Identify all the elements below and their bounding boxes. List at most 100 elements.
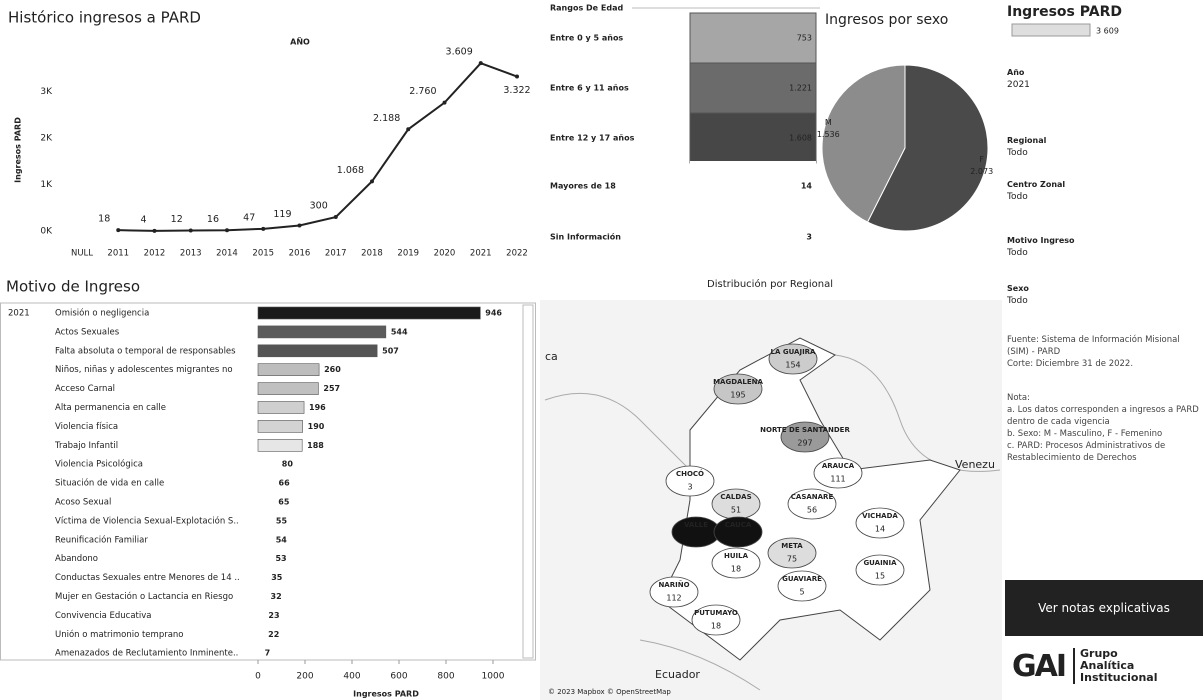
note: b. Sexo: M - Masculino, F - Femenino — [1007, 429, 1163, 439]
region — [855, 507, 905, 539]
data-label: 23 — [268, 611, 279, 620]
region-value: 15 — [875, 572, 885, 581]
region-name: MAGDALENA — [713, 378, 763, 386]
chart-title: Motivo de Ingreso — [6, 278, 140, 296]
filters: Año 2021 Regional Todo Centro Zonal Todo Motiv… — [1007, 68, 1199, 324]
data-label: 4 — [140, 214, 146, 225]
filter-label: Motivo Ingreso — [1007, 236, 1075, 245]
bar — [257, 306, 481, 320]
bar — [258, 571, 267, 584]
row-label: Reunificación Familiar — [55, 534, 148, 545]
region-name: LA GUAJIRA — [771, 348, 817, 356]
filter: Sexo Todo — [1007, 284, 1199, 324]
bar — [258, 609, 264, 622]
region-name: CASANARE — [791, 493, 834, 501]
x-tick-label: 2022 — [506, 249, 528, 259]
region-name: CALDAS — [720, 493, 751, 501]
region-name: META — [781, 542, 803, 550]
y-tick-label: 2K — [40, 134, 53, 144]
row-label: Violencia física — [55, 422, 118, 432]
slice-value: 1.536 — [817, 130, 840, 139]
point — [297, 223, 302, 228]
region — [713, 373, 763, 405]
region-value: 51 — [731, 506, 741, 515]
data-label: 2.760 — [409, 86, 436, 97]
logo-mark: GAI — [1012, 648, 1067, 684]
cell — [689, 12, 817, 64]
map-place: Ecuador — [655, 668, 700, 681]
row-label: Falta absoluta o temporal de responsable… — [55, 346, 236, 356]
table-header: Rangos De Edad — [550, 4, 623, 13]
x-tick-label: 2013 — [180, 249, 202, 259]
filter-label: Centro Zonal — [1007, 180, 1066, 189]
region — [713, 516, 763, 548]
region-value: 5 — [799, 588, 804, 597]
data-label: 16 — [207, 214, 219, 225]
x-tick-label: 2020 — [434, 249, 456, 259]
region-value: 3 — [687, 483, 692, 492]
row-label: Mayores de 18 — [550, 182, 616, 191]
data-label: 80 — [282, 460, 294, 469]
summary-title: Ingresos PARD — [1007, 4, 1122, 20]
region — [711, 547, 761, 579]
region-name: PUTUMAYO — [694, 609, 738, 617]
data-label: 54 — [276, 535, 288, 544]
map-title: Distribución por Regional — [707, 278, 833, 290]
frame — [0, 302, 536, 661]
region-name: GUAINIA — [863, 559, 897, 567]
data-label: 47 — [243, 212, 255, 223]
filter: Año 2021 — [1007, 68, 1199, 136]
region-value: 75 — [787, 555, 797, 564]
region-value: 14 — [875, 525, 885, 534]
summary-bar — [1011, 23, 1091, 37]
row-label: Acoso Sexual — [55, 498, 111, 508]
filter-value: Todo — [1007, 192, 1028, 202]
x-tick-label: 2016 — [289, 249, 311, 259]
data-label: 257 — [323, 384, 340, 393]
cell — [689, 112, 817, 164]
point — [442, 100, 447, 105]
filter-value: Todo — [1007, 148, 1028, 158]
bar — [257, 438, 303, 452]
bar — [257, 344, 378, 358]
scrollbar — [522, 304, 534, 659]
x-tick-label: 2019 — [397, 249, 419, 259]
filter: Regional Todo — [1007, 136, 1199, 180]
cell-value: 14 — [801, 182, 813, 191]
slice — [821, 64, 906, 223]
row-label: Mujer en Gestación o Lactancia en Riesgo — [55, 591, 233, 602]
slice-name: F — [979, 155, 984, 164]
bar — [258, 590, 266, 603]
x-tick-label: 2017 — [325, 249, 347, 259]
summary-value: 3 609 — [1096, 27, 1119, 36]
bar — [257, 325, 387, 339]
row-label: Entre 6 y 11 años — [550, 84, 629, 93]
x-tick-label: 2018 — [361, 249, 383, 259]
data-label: 188 — [307, 441, 324, 450]
region — [855, 554, 905, 586]
region-value: 195 — [730, 391, 745, 400]
x-axis-label: Ingresos PARD — [353, 690, 419, 699]
region-name: VICHADA — [862, 512, 898, 520]
region — [649, 576, 699, 608]
row-label: Abandono — [55, 554, 98, 564]
notes-button[interactable]: Ver notas explicativas — [1005, 580, 1203, 636]
row-label: Entre 12 y 17 años — [550, 134, 635, 143]
logo: GAI Grupo Analítica Institucional — [1012, 648, 1170, 684]
point — [116, 228, 121, 233]
region-value: 154 — [785, 361, 800, 370]
data-label: 260 — [324, 365, 341, 374]
bar — [258, 552, 271, 565]
region-name: NORTE DE SANTANDER — [760, 426, 850, 434]
data-label: 55 — [276, 516, 288, 525]
row-label: Amenazados de Reclutamiento Inminente.. — [55, 649, 238, 659]
x-tick-label: 2021 — [470, 249, 492, 259]
region-name: CAUCA — [725, 521, 752, 529]
y-tick-label: 0K — [40, 227, 53, 237]
row-label: Actos Sexuales — [55, 327, 120, 337]
filter-label: Sexo — [1007, 284, 1029, 293]
bar — [258, 477, 274, 490]
chart-title: Ingresos por sexo — [825, 12, 948, 28]
bar — [258, 458, 277, 471]
